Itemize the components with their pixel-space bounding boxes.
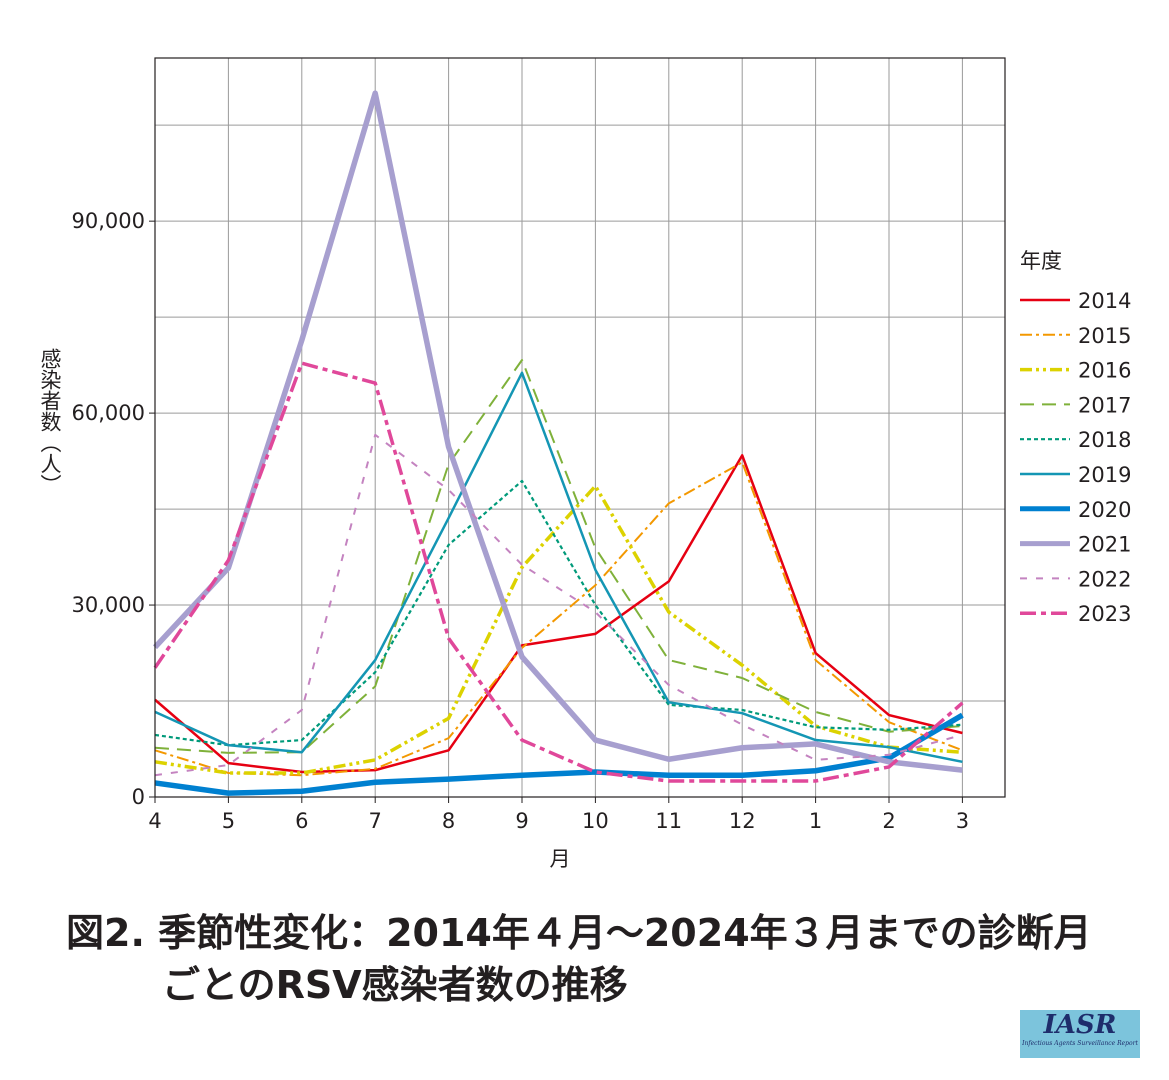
y-tick-label: 60,000 (72, 401, 145, 425)
legend: 2014 2015 2016 2017 2018 2019 2020 2021 2022 2023 (1020, 289, 1131, 626)
logo-text: IASR (1043, 1010, 1117, 1040)
x-tick-label: 3 (956, 809, 969, 833)
x-tick-label: 10 (582, 809, 609, 833)
x-tick-label: 4 (148, 809, 161, 833)
x-tick-label: 11 (655, 809, 682, 833)
plot-frame (154, 57, 1006, 798)
series-line-2017 (154, 358, 963, 754)
legend-label-2017: 2017 (1078, 393, 1131, 417)
y-tick-label: 90,000 (72, 209, 145, 233)
x-tick-label: 6 (295, 809, 308, 833)
legend-label-2015: 2015 (1078, 324, 1131, 348)
series-line-2018 (154, 479, 963, 747)
series-line-2014 (154, 454, 963, 774)
y-ticks: 0 30,000 60,000 90,000 (72, 209, 155, 809)
y-tick-label: 0 (132, 785, 145, 809)
figure-caption-line2: ごとのRSV感染者数の推移 (162, 963, 628, 1007)
legend-title: 年度 (1020, 249, 1062, 273)
grid (154, 58, 1005, 797)
x-tick-label: 7 (369, 809, 382, 833)
series-line-2019 (154, 371, 963, 764)
x-tick-label: 12 (729, 809, 756, 833)
legend-label-2021: 2021 (1078, 533, 1131, 557)
series-line-2020 (154, 712, 964, 796)
x-tick-label: 5 (222, 809, 235, 833)
y-tick-label: 30,000 (72, 593, 145, 617)
x-tick-label: 1 (809, 809, 822, 833)
figure-caption-line1: 図2. 季節性変化：2014年４月～2024年３月までの診断月 (66, 911, 1092, 955)
legend-label-2020: 2020 (1078, 498, 1131, 522)
legend-label-2018: 2018 (1078, 428, 1131, 452)
series-line-2022 (154, 433, 963, 777)
series-line-2015 (154, 461, 963, 777)
x-axis-label: 月 (550, 847, 571, 871)
legend-label-2014: 2014 (1078, 289, 1131, 313)
y-axis-label: 感染者数（人） (38, 348, 62, 495)
legend-label-2023: 2023 (1078, 602, 1131, 626)
x-tick-label: 8 (442, 809, 455, 833)
x-tick-label: 9 (515, 809, 528, 833)
legend-label-2022: 2022 (1078, 567, 1131, 591)
iasr-logo: IASR Infectious Agents Surveillance Repo… (1020, 1010, 1140, 1058)
x-tick-label: 2 (882, 809, 895, 833)
series-line-2021 (152, 90, 963, 773)
legend-label-2019: 2019 (1078, 463, 1131, 487)
series-line-2023 (153, 361, 964, 783)
logo-subtitle: Infectious Agents Surveillance Report (1022, 1040, 1138, 1047)
series-lines (152, 90, 964, 796)
x-ticks: 4 5 6 7 8 9 10 11 12 1 2 3 (148, 797, 969, 833)
legend-label-2016: 2016 (1078, 359, 1131, 383)
